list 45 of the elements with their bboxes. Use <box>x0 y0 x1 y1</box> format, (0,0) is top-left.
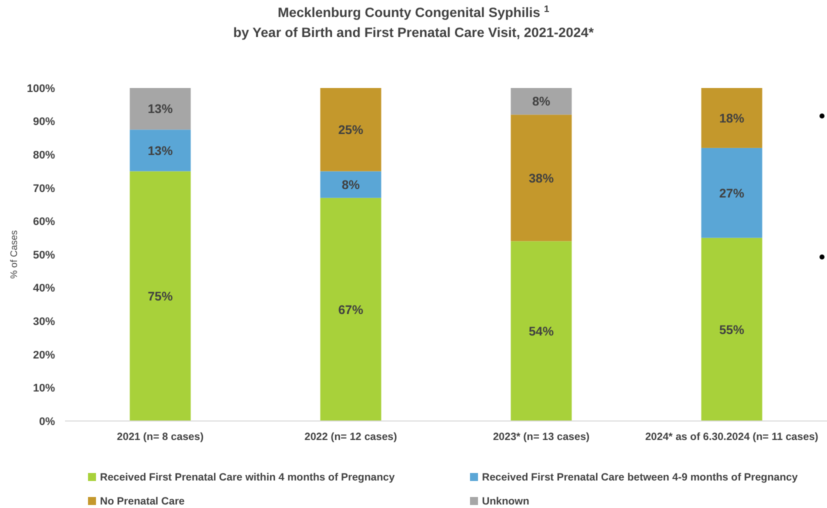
y-tick-label: 30% <box>32 316 56 328</box>
data-label: 8% <box>532 94 550 109</box>
bar <box>320 171 382 198</box>
bar <box>130 130 191 172</box>
bar <box>510 88 572 115</box>
data-label: 67% <box>338 302 364 317</box>
data-label: 75% <box>148 290 173 304</box>
data-label: 25% <box>338 123 364 137</box>
y-tick-label: 20% <box>32 349 56 362</box>
x-tick-label: 2023* (n= 13 cases) <box>492 431 590 443</box>
bar <box>320 198 382 421</box>
y-tick-label: 90% <box>32 116 56 128</box>
data-label: 27% <box>719 186 744 200</box>
bar <box>701 238 762 421</box>
y-tick-label: 100% <box>26 82 56 95</box>
data-label: 13% <box>148 144 173 158</box>
bar <box>701 148 762 238</box>
y-tick-label: 50% <box>32 249 56 262</box>
data-label: 55% <box>719 322 744 337</box>
x-tick-label: 2021 (n= 8 cases) <box>116 431 204 443</box>
bar <box>510 114 572 242</box>
bar <box>130 88 191 130</box>
legend-label: Received First Prenatal Care within 4 months of Pregnancy <box>100 472 395 484</box>
y-axis-title: % of Cases <box>9 230 20 279</box>
legend-label: Unknown <box>482 496 530 508</box>
bar <box>320 88 382 172</box>
chart-title: Mecklenburg County Congenital Syphilis $^{1}$ by Year of Birth and First Prenatal Care Visit, 2021-2024* <box>233 4 594 40</box>
data-label: 13% <box>148 102 173 116</box>
y-tick-label: 0% <box>39 416 56 428</box>
y-tick-label: 80% <box>32 149 56 162</box>
legend-label: Received First Prenatal Care between 4-9 months of Pregnancy <box>482 472 798 484</box>
data-label: 8% <box>342 178 360 192</box>
bar <box>130 171 191 421</box>
x-tick-label: 2022 (n= 12 cases) <box>304 431 398 443</box>
y-tick-label: 40% <box>32 282 56 295</box>
x-tick-label: 2024* as of 6.30.2024 (n= 11 cases) <box>645 431 818 443</box>
y-tick-label: 60% <box>32 216 56 228</box>
y-tick-label: 70% <box>32 182 56 195</box>
bar <box>701 88 762 148</box>
bar <box>510 241 572 421</box>
y-tick-label: 10% <box>32 382 56 395</box>
data-label: 18% <box>719 111 744 126</box>
legend-label: No Prenatal Care <box>100 496 185 508</box>
data-label: 54% <box>528 324 554 338</box>
data-label: 38% <box>528 171 554 186</box>
